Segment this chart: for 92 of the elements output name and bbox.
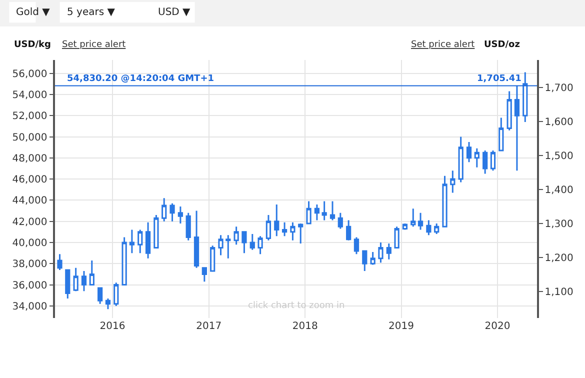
candlestick (114, 282, 119, 307)
y-tick-label: 42,000 (12, 216, 48, 228)
candlestick (466, 141, 472, 163)
candlestick (402, 222, 408, 231)
text: USD ▼ (158, 7, 191, 18)
candlestick (57, 253, 62, 271)
candlestick (522, 72, 528, 123)
y2-tick-label: 1,100 (544, 286, 574, 298)
candlestick (202, 267, 207, 282)
y2-tick-label: 1,700 (544, 83, 574, 94)
candlestick (81, 270, 87, 292)
y-tick-label: 54,000 (12, 90, 48, 101)
y-tick-label: 34,000 (12, 301, 48, 312)
candlestick (346, 220, 352, 242)
text: Set price alert (62, 40, 126, 50)
candlestick (290, 222, 296, 242)
candlestick (138, 229, 143, 254)
y-tick-label: 46,000 (12, 174, 48, 186)
y-tick-label: 38,000 (12, 259, 48, 270)
candlestick (122, 236, 127, 286)
candlestick (186, 212, 191, 242)
candlestick (306, 200, 312, 224)
candlestick (89, 260, 94, 286)
y-tick-label: 56,000 (12, 68, 48, 80)
y2-tick-label: 1,600 (544, 117, 574, 128)
candlestick (266, 214, 272, 242)
candlestick (386, 242, 392, 260)
candlestick (162, 197, 167, 222)
x-tick-label: 2019 (388, 321, 414, 332)
candlestick (338, 212, 343, 230)
candlestick (194, 210, 200, 269)
ref-line-label: 54,830.20 @14:20:04 GMT+1 (67, 74, 214, 84)
y-tick-label: 52,000 (12, 111, 48, 122)
candlestick (426, 220, 432, 236)
candlestick (490, 150, 496, 172)
candlestick (450, 170, 456, 194)
candlestick (506, 90, 512, 132)
x-tick-label: 2018 (292, 321, 318, 332)
y2-tick-label: 1,200 (544, 252, 574, 264)
candlestick (418, 212, 424, 231)
candlestick (178, 206, 183, 224)
candlestick (258, 235, 263, 255)
text: Gold ▼ (16, 7, 50, 18)
y-tick-label: 36,000 (12, 280, 48, 292)
candlestick (145, 222, 151, 260)
candlestick (362, 250, 368, 272)
candlestick (442, 175, 448, 228)
candlestick (394, 226, 400, 249)
candlestick (498, 116, 504, 152)
candlestick (330, 200, 336, 222)
candlestick (170, 202, 175, 222)
text: 5 years ▼ (67, 7, 116, 18)
candlestick (210, 244, 216, 272)
candlestick (73, 267, 78, 292)
y2-tick-label: 1,300 (544, 219, 574, 230)
y2-axis-title: USD/oz (484, 40, 520, 50)
candlestick (370, 251, 376, 266)
x-tick-label: 2016 (100, 321, 126, 332)
candlestick (514, 85, 520, 172)
candlestick (129, 229, 135, 254)
y-tick-label: 40,000 (12, 238, 48, 249)
candlestick (226, 234, 231, 260)
y-axis-title: USD/kg (14, 40, 51, 50)
candlestick (242, 231, 247, 254)
candlestick (410, 208, 416, 228)
x-tick-label: 2017 (196, 321, 222, 332)
candlestick (274, 204, 280, 237)
candlestick (218, 234, 224, 256)
y-tick-label: 44,000 (12, 196, 48, 207)
candlestick (434, 222, 440, 235)
candlestick (474, 148, 480, 168)
candlestick (298, 222, 304, 244)
y-tick-label: 50,000 (12, 132, 48, 144)
annotation: 1,705.41 (477, 74, 522, 84)
x-tick-label: 2020 (484, 321, 510, 332)
candlestick (314, 204, 320, 222)
candlestick (234, 226, 239, 246)
candlestick (105, 298, 111, 310)
y2-tick-label: 1,400 (544, 185, 574, 196)
candlestick (458, 136, 464, 183)
y-tick-label: 48,000 (12, 153, 48, 164)
candlestick (154, 214, 159, 249)
candlestick (282, 222, 288, 237)
candlestick (322, 200, 327, 222)
candlestick (378, 242, 384, 264)
y2-tick-label: 1,500 (544, 151, 574, 162)
candlestick (98, 287, 103, 305)
candlestick (482, 150, 488, 175)
candlestick (65, 269, 70, 300)
candlestick (354, 236, 360, 255)
text: Set price alert (411, 40, 476, 50)
candlestick (250, 233, 255, 251)
